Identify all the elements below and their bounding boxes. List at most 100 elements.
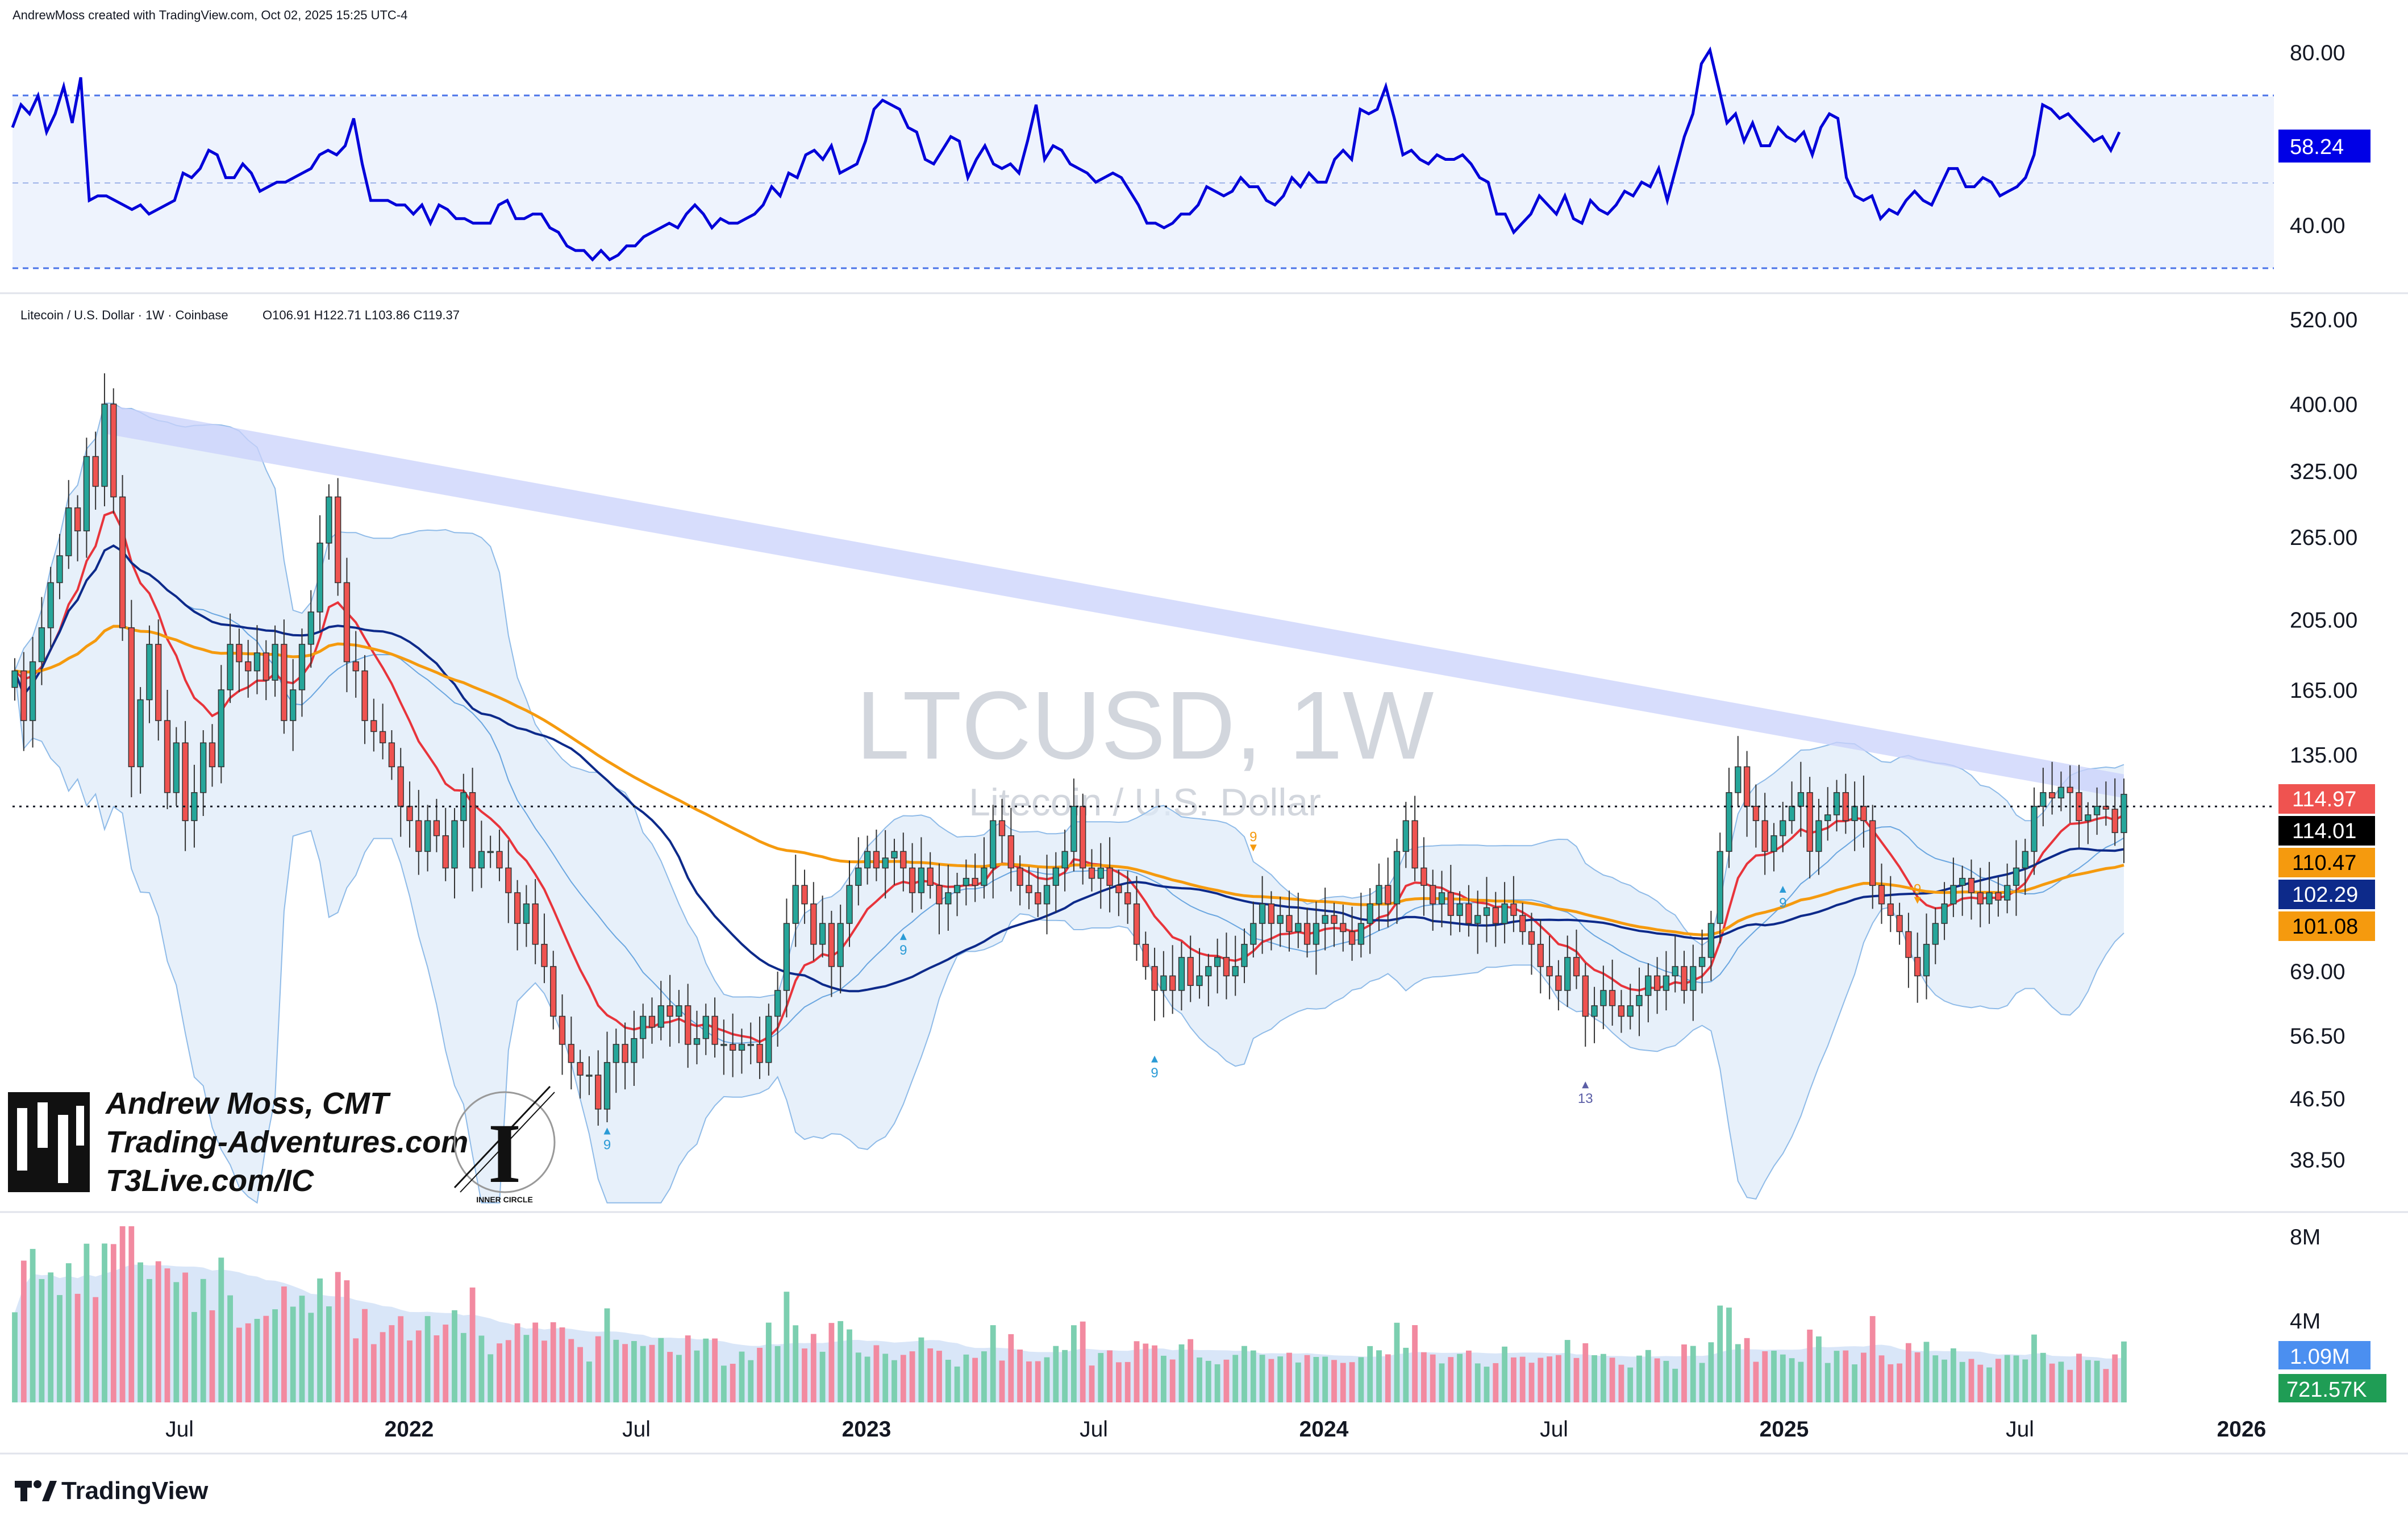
volume-bar <box>936 1351 942 1402</box>
price-tag: 101.08 <box>2292 915 2358 939</box>
candle <box>765 1003 772 1076</box>
volume-bar <box>1008 1334 1014 1402</box>
volume-bar <box>191 1311 197 1402</box>
candle <box>335 478 341 596</box>
candle <box>1357 892 1365 957</box>
price-tick: 38.50 <box>2290 1148 2345 1173</box>
volume-bar <box>1914 1352 1920 1402</box>
volume-bar <box>514 1323 520 1402</box>
volume-bar <box>1169 1359 1176 1402</box>
candle <box>1735 736 1742 806</box>
price-tick: 265.00 <box>2290 526 2357 550</box>
price-tag: 102.29 <box>2292 883 2358 907</box>
candle <box>236 628 243 693</box>
candle <box>1501 882 1508 944</box>
volume-bar <box>209 1310 215 1402</box>
candle <box>1026 867 1032 910</box>
price-axis: 520.00 400.00 325.00 265.00 205.00 165.00 135.… <box>2290 308 2357 1172</box>
volume-bar <box>1484 1367 1490 1402</box>
volume-bar <box>478 1335 485 1402</box>
candle <box>1627 984 1634 1030</box>
signature-line2: Trading-Adventures.com <box>106 1125 468 1159</box>
volume-bar <box>1708 1342 1714 1402</box>
time-label: Jul <box>1540 1417 1568 1442</box>
volume-bar <box>1959 1361 1965 1402</box>
volume-bar <box>1592 1355 1597 1402</box>
volume-bar <box>164 1268 170 1402</box>
descending-trend-band <box>104 404 2124 798</box>
volume-bar <box>110 1244 116 1402</box>
candle <box>11 658 18 701</box>
volume-bar <box>2049 1363 2055 1402</box>
candle <box>1824 787 1831 841</box>
candle <box>1833 780 1840 832</box>
candle <box>1968 859 1975 920</box>
volume-bar <box>1923 1342 1930 1402</box>
volume-bar <box>353 1338 359 1402</box>
price-tag-bg <box>2278 848 2375 877</box>
volume-bar <box>1340 1363 1346 1402</box>
volume-bar <box>1188 1339 1194 1402</box>
volume-bar <box>1932 1355 1939 1402</box>
candle <box>1672 935 1678 993</box>
candle <box>864 835 871 885</box>
volume-bar <box>236 1327 242 1402</box>
volume-bar <box>1474 1363 1481 1402</box>
volume-bar <box>1780 1354 1786 1402</box>
volume-bar <box>640 1346 646 1402</box>
volume-bar <box>290 1306 296 1402</box>
candle <box>1232 935 1239 996</box>
volume-bar <box>1843 1350 1849 1402</box>
rsi-tick-40: 40.00 <box>2290 214 2345 238</box>
candle <box>343 557 351 693</box>
volume-tick-8m: 8M <box>2290 1225 2320 1250</box>
volume-bar <box>48 1272 54 1402</box>
candle <box>711 997 718 1058</box>
candle <box>1259 876 1266 954</box>
candle <box>1070 778 1077 872</box>
candle <box>253 625 261 694</box>
candle <box>307 590 314 668</box>
price-tick: 520.00 <box>2290 308 2357 332</box>
candle <box>1941 882 1948 940</box>
sequential-markers: 9 9 9 9 13 9 9 <box>603 829 1922 1152</box>
volume-bar <box>1358 1357 1364 1402</box>
candle <box>720 1019 727 1075</box>
candle <box>693 1010 701 1065</box>
volume-bar <box>1951 1348 1956 1402</box>
volume-bar <box>1897 1363 1902 1402</box>
candle <box>1519 902 1526 945</box>
candle <box>523 885 530 947</box>
candle <box>2067 765 2073 823</box>
candle <box>1698 929 1706 994</box>
candle <box>451 807 458 899</box>
candle <box>918 837 925 910</box>
candle <box>1923 913 1930 1000</box>
volume-bar <box>1636 1355 1642 1402</box>
volume-bar <box>1681 1344 1687 1402</box>
volume-bar <box>1735 1344 1741 1402</box>
inner-circle-caption: INNER CIRCLE <box>476 1195 533 1204</box>
candle <box>1340 905 1347 952</box>
candle <box>263 640 269 701</box>
volume-bar <box>1044 1357 1050 1402</box>
candle <box>379 703 386 760</box>
time-label: Jul <box>2006 1417 2034 1442</box>
candle <box>1492 892 1499 947</box>
candle <box>1376 863 1382 931</box>
volume-bar <box>900 1355 906 1402</box>
candle <box>1456 891 1463 932</box>
volume-bar <box>2022 1359 2028 1402</box>
price-tick: 135.00 <box>2290 743 2357 768</box>
volume-bar <box>1771 1351 1777 1402</box>
bb-lower <box>14 671 2124 1204</box>
candle <box>1187 935 1194 1002</box>
candle <box>1151 947 1158 1021</box>
volume-bar <box>1089 1365 1095 1402</box>
volume-bar <box>1457 1354 1463 1402</box>
volume-bar <box>20 1260 27 1402</box>
candle <box>1303 907 1311 957</box>
candle <box>1061 829 1068 892</box>
time-label: 2024 <box>1299 1417 1349 1442</box>
candle <box>200 730 207 817</box>
